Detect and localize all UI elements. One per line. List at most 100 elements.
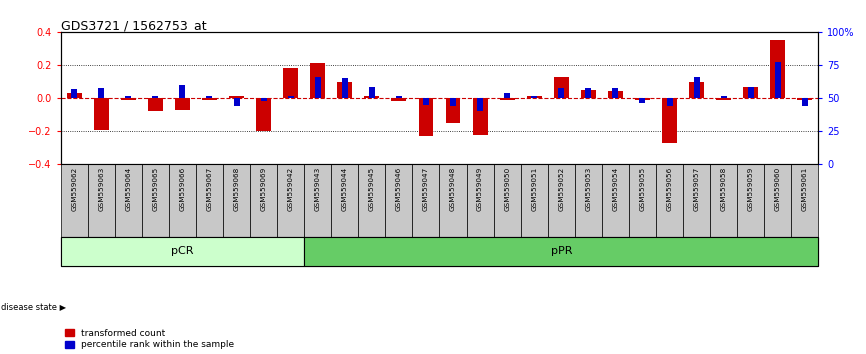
Bar bbox=[288, 96, 294, 98]
FancyBboxPatch shape bbox=[61, 236, 304, 266]
Text: GSM559058: GSM559058 bbox=[721, 166, 727, 211]
Text: GSM559049: GSM559049 bbox=[477, 166, 483, 211]
Text: GSM559052: GSM559052 bbox=[559, 166, 565, 211]
Text: GSM559064: GSM559064 bbox=[126, 166, 132, 211]
Bar bbox=[721, 96, 727, 98]
Bar bbox=[338, 81, 352, 98]
Bar bbox=[716, 98, 731, 100]
Bar bbox=[662, 98, 677, 143]
FancyBboxPatch shape bbox=[737, 164, 764, 236]
Bar bbox=[148, 98, 163, 112]
Bar bbox=[743, 86, 758, 98]
Text: GSM559067: GSM559067 bbox=[206, 166, 212, 211]
FancyBboxPatch shape bbox=[520, 164, 547, 236]
Text: GSM559051: GSM559051 bbox=[531, 166, 537, 211]
Bar bbox=[559, 88, 565, 98]
FancyBboxPatch shape bbox=[385, 164, 412, 236]
FancyBboxPatch shape bbox=[331, 164, 359, 236]
Bar bbox=[179, 85, 185, 98]
Text: pPR: pPR bbox=[551, 246, 572, 256]
FancyBboxPatch shape bbox=[114, 164, 142, 236]
Bar bbox=[694, 76, 700, 98]
FancyBboxPatch shape bbox=[710, 164, 737, 236]
FancyBboxPatch shape bbox=[223, 164, 250, 236]
Bar bbox=[261, 98, 267, 101]
Text: GSM559060: GSM559060 bbox=[775, 166, 781, 211]
Bar bbox=[71, 89, 77, 98]
FancyBboxPatch shape bbox=[683, 164, 710, 236]
Bar bbox=[423, 98, 429, 105]
Text: GSM559053: GSM559053 bbox=[585, 166, 591, 211]
FancyBboxPatch shape bbox=[196, 164, 223, 236]
FancyBboxPatch shape bbox=[87, 164, 114, 236]
Bar bbox=[477, 98, 483, 112]
FancyBboxPatch shape bbox=[250, 164, 277, 236]
Bar bbox=[342, 78, 348, 98]
Bar bbox=[608, 91, 623, 98]
Bar bbox=[202, 98, 216, 100]
Bar bbox=[504, 93, 510, 98]
Bar bbox=[396, 96, 402, 98]
Bar bbox=[798, 98, 812, 100]
Bar bbox=[126, 96, 132, 98]
Bar bbox=[612, 88, 618, 98]
Text: GSM559059: GSM559059 bbox=[747, 166, 753, 211]
Bar bbox=[747, 86, 753, 98]
Bar bbox=[802, 98, 808, 107]
FancyBboxPatch shape bbox=[169, 164, 196, 236]
Text: GSM559044: GSM559044 bbox=[342, 166, 348, 211]
FancyBboxPatch shape bbox=[61, 164, 87, 236]
Text: GSM559061: GSM559061 bbox=[802, 166, 808, 211]
FancyBboxPatch shape bbox=[602, 164, 629, 236]
Text: GSM559050: GSM559050 bbox=[504, 166, 510, 211]
Bar bbox=[206, 96, 212, 98]
Text: GSM559045: GSM559045 bbox=[369, 166, 375, 211]
Bar bbox=[585, 88, 591, 98]
Bar bbox=[771, 40, 785, 98]
FancyBboxPatch shape bbox=[629, 164, 656, 236]
Text: GSM559046: GSM559046 bbox=[396, 166, 402, 211]
Bar bbox=[500, 98, 514, 100]
Bar bbox=[94, 98, 108, 130]
Bar bbox=[256, 98, 271, 131]
Bar bbox=[314, 76, 320, 98]
Bar bbox=[531, 96, 537, 98]
FancyBboxPatch shape bbox=[494, 164, 520, 236]
FancyBboxPatch shape bbox=[304, 236, 818, 266]
Bar bbox=[446, 98, 461, 123]
Bar bbox=[639, 98, 645, 103]
Text: GSM559056: GSM559056 bbox=[667, 166, 673, 211]
FancyBboxPatch shape bbox=[467, 164, 494, 236]
Bar bbox=[554, 76, 569, 98]
Text: GSM559068: GSM559068 bbox=[234, 166, 240, 211]
FancyBboxPatch shape bbox=[304, 164, 331, 236]
Text: GSM559057: GSM559057 bbox=[694, 166, 700, 211]
Bar bbox=[369, 86, 375, 98]
FancyBboxPatch shape bbox=[412, 164, 439, 236]
Text: GSM559069: GSM559069 bbox=[261, 166, 267, 211]
Bar bbox=[775, 62, 781, 98]
Bar bbox=[229, 96, 244, 98]
Bar bbox=[67, 93, 81, 98]
Bar bbox=[689, 81, 704, 98]
FancyBboxPatch shape bbox=[359, 164, 385, 236]
Text: GSM559048: GSM559048 bbox=[450, 166, 456, 211]
Bar bbox=[121, 98, 136, 100]
Bar bbox=[234, 98, 240, 107]
Legend: transformed count, percentile rank within the sample: transformed count, percentile rank withi… bbox=[65, 329, 235, 349]
FancyBboxPatch shape bbox=[575, 164, 602, 236]
Bar bbox=[473, 98, 488, 135]
Text: GSM559047: GSM559047 bbox=[423, 166, 429, 211]
FancyBboxPatch shape bbox=[439, 164, 467, 236]
Bar bbox=[667, 98, 673, 107]
Text: GSM559065: GSM559065 bbox=[152, 166, 158, 211]
Text: GSM559063: GSM559063 bbox=[98, 166, 104, 211]
Bar bbox=[527, 96, 541, 98]
FancyBboxPatch shape bbox=[547, 164, 575, 236]
Text: pCR: pCR bbox=[171, 246, 194, 256]
Text: GSM559062: GSM559062 bbox=[71, 166, 77, 211]
Bar bbox=[450, 98, 456, 107]
Bar bbox=[310, 63, 325, 98]
FancyBboxPatch shape bbox=[764, 164, 792, 236]
Bar bbox=[175, 98, 190, 110]
